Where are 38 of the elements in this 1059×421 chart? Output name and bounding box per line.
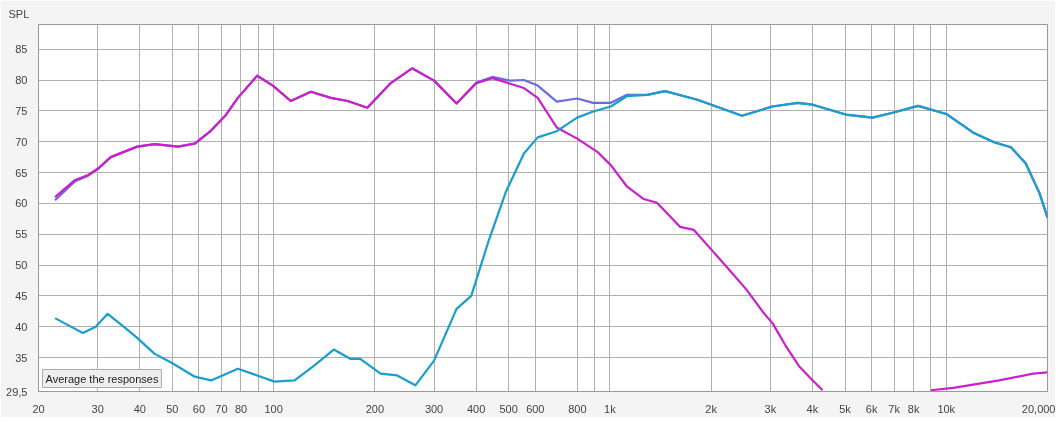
x-tick-label: 400 <box>466 402 486 415</box>
x-tick-label: 5k <box>839 402 852 415</box>
x-tick-label: 20 <box>32 402 45 415</box>
y-tick-label: 50 <box>15 259 28 272</box>
y-tick-label: 55 <box>15 228 28 241</box>
y-tick-label: 29,5 <box>6 385 28 398</box>
y-tick-label: 45 <box>15 289 28 302</box>
y-tick-label: 70 <box>15 135 28 148</box>
x-tick-label: 70 <box>215 402 228 415</box>
x-tick-label: 200 <box>365 402 385 415</box>
x-tick-label: 20,000 <box>1021 402 1056 415</box>
x-tick-label: 2k <box>705 402 718 415</box>
x-tick-label: 30 <box>91 402 104 415</box>
y-tick-label: 35 <box>15 351 28 364</box>
x-tick-label: 100 <box>264 402 283 415</box>
x-tick-label: 800 <box>568 402 587 415</box>
y-tick-label: 75 <box>15 104 28 117</box>
x-tick-label: 1k <box>604 402 617 415</box>
x-tick-label: 7k <box>888 402 901 415</box>
y-tick-label: 80 <box>15 74 28 87</box>
x-tick-label: 300 <box>424 402 444 415</box>
y-tick-label: 60 <box>15 197 28 210</box>
x-tick-label: 50 <box>166 402 179 415</box>
x-tick-label: 4k <box>806 402 819 415</box>
y-tick-label: 40 <box>15 320 28 333</box>
x-tick-label: 600 <box>526 402 545 415</box>
x-tick-label: 80 <box>234 402 248 415</box>
x-tick-label: 40 <box>133 402 146 415</box>
x-tick-label: 8k <box>907 402 920 415</box>
annotation: Average the responses <box>45 372 159 385</box>
y-axis-title: SPL <box>8 7 30 20</box>
y-tick-label: 85 <box>15 43 28 56</box>
x-tick-label: 60 <box>192 402 206 415</box>
x-tick-label: 6k <box>865 402 878 415</box>
y-tick-label: 65 <box>15 166 28 179</box>
x-tick-label: 3k <box>764 402 777 415</box>
x-tick-label: 500 <box>499 402 518 415</box>
x-tick-label: 10k <box>937 402 956 415</box>
